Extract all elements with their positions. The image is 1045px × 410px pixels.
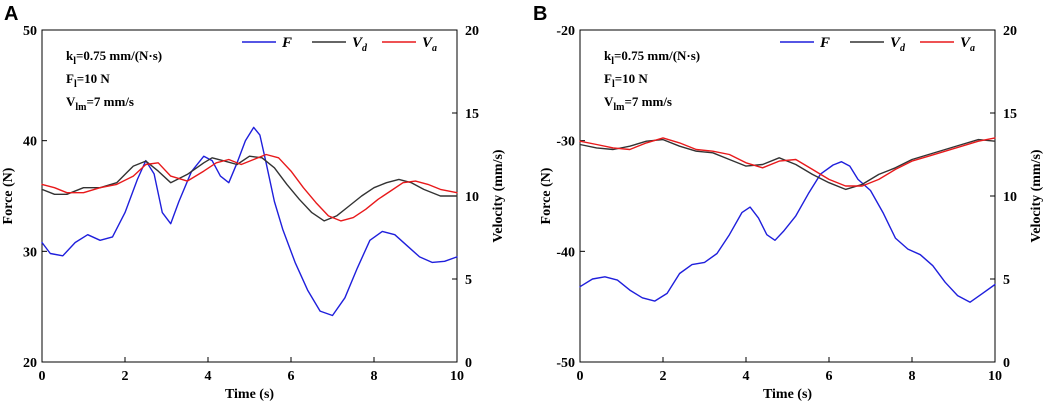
x-tick-label: 0: [39, 369, 46, 384]
panel-B: B 0 2 4 6 8 10 -50 -40 -30 -20 0 5 10 15 20 Time (s) Forc…: [533, 3, 1044, 402]
legend-label-F-base: F: [819, 35, 830, 51]
y-left-tick-label: 30: [23, 245, 37, 260]
annotation-fl-sub: l: [74, 79, 77, 90]
legend-label-F: F: [819, 35, 830, 51]
x-axis-title: Time (s): [763, 387, 812, 402]
x-tick-label: 0: [577, 369, 584, 384]
series-line-F: [579, 161, 996, 303]
legend-label-F-base: F: [281, 35, 292, 51]
panel-A: A 0 2 4 6 8 10 20 30 40 50 0 5 10 15 20 Time (s) Force (N…: [1, 3, 506, 402]
y-right-axis-title: Velocity (mm/s): [491, 149, 506, 243]
legend-label-F: F: [281, 35, 292, 51]
annotation-vlm: Vlm=7 mm/s: [604, 94, 672, 113]
annotation-vlm-sub: lm: [613, 102, 625, 113]
y-right-axis-title: Velocity (mm/s): [1029, 149, 1044, 243]
annotation-vlm-base: V: [604, 94, 614, 109]
y-right-tick-label: 5: [1003, 273, 1010, 288]
annotation-kl: kl=0.75 mm/(N·s): [66, 48, 162, 67]
x-tick-label: 8: [371, 369, 378, 384]
annotation-kl-base: k: [66, 48, 74, 63]
annotation-vlm-base: V: [66, 94, 76, 109]
annotation-vlm-rest: =7 mm/s: [625, 94, 673, 109]
x-tick-label: 8: [909, 369, 916, 384]
x-tick-label: 10: [988, 369, 1002, 384]
x-tick-label: 4: [743, 369, 750, 384]
y-left-tick-label: 40: [23, 135, 37, 150]
legend-label-Va-base: V: [422, 35, 434, 51]
annotation-fl-rest: =10 N: [615, 71, 649, 86]
annotation-vlm-rest: =7 mm/s: [87, 94, 135, 109]
legend-label-Va-base: V: [960, 35, 972, 51]
legend-label-Va-sub: a: [970, 43, 975, 54]
legend-label-Va: Va: [422, 35, 437, 54]
series-line-Va: [41, 153, 458, 222]
y-right-tick-label: 0: [465, 356, 472, 371]
x-tick-label: 6: [288, 369, 295, 384]
y-left-tick-label: 20: [23, 356, 37, 371]
series-line-Vd: [579, 138, 996, 191]
series-line-F: [41, 126, 458, 317]
x-tick-label: 4: [205, 369, 212, 384]
legend-label-Vd: Vd: [890, 35, 906, 54]
annotation-fl: Fl=10 N: [604, 71, 648, 90]
legend-label-Vd-base: V: [352, 35, 364, 51]
annotation-fl-base: F: [604, 71, 612, 86]
annotation-vlm: Vlm=7 mm/s: [66, 94, 134, 113]
x-tick-label: 2: [660, 369, 667, 384]
x-tick-label: 6: [826, 369, 833, 384]
annotation-fl-rest: =10 N: [77, 71, 111, 86]
annotation-fl-base: F: [66, 71, 74, 86]
x-tick-label: 2: [122, 369, 129, 384]
y-right-tick-label: 20: [1003, 24, 1017, 39]
y-right-tick-label: 15: [465, 107, 479, 122]
legend-label-Va: Va: [960, 35, 975, 54]
y-right-tick-label: 0: [1003, 356, 1010, 371]
annotation-fl-sub: l: [612, 79, 615, 90]
y-left-tick-label: -50: [556, 356, 575, 371]
y-left-tick-label: -20: [556, 24, 575, 39]
panel-letter: A: [4, 3, 18, 25]
legend-label-Vd: Vd: [352, 35, 368, 54]
annotation-fl: Fl=10 N: [66, 71, 110, 90]
legend-label-Vd-sub: d: [362, 43, 368, 54]
y-left-tick-label: -30: [556, 135, 575, 150]
y-left-tick-label: 50: [23, 24, 37, 39]
panel-letter: B: [533, 3, 547, 25]
y-right-tick-label: 10: [1003, 190, 1017, 205]
legend-label-Vd-sub: d: [900, 43, 906, 54]
y-right-tick-label: 15: [1003, 107, 1017, 122]
y-right-tick-label: 10: [465, 190, 479, 205]
y-left-axis-title: Force (N): [1, 167, 16, 224]
series-line-Vd: [41, 155, 458, 222]
annotation-kl: kl=0.75 mm/(N·s): [604, 48, 700, 67]
y-right-tick-label: 5: [465, 273, 472, 288]
annotation-kl-rest: =0.75 mm/(N·s): [614, 48, 700, 63]
annotation-vlm-sub: lm: [75, 102, 87, 113]
legend-label-Va-sub: a: [432, 43, 437, 54]
annotation-kl-base: k: [604, 48, 612, 63]
legend-label-Vd-base: V: [890, 35, 902, 51]
y-left-axis-title: Force (N): [539, 167, 554, 224]
annotation-kl-rest: =0.75 mm/(N·s): [76, 48, 162, 63]
annotation-kl-sub: l: [73, 56, 76, 67]
x-axis-title: Time (s): [225, 387, 274, 402]
annotation-kl-sub: l: [611, 56, 614, 67]
series-line-Va: [579, 137, 996, 187]
x-tick-label: 10: [450, 369, 464, 384]
y-left-tick-label: -40: [556, 245, 575, 260]
y-right-tick-label: 20: [465, 24, 479, 39]
